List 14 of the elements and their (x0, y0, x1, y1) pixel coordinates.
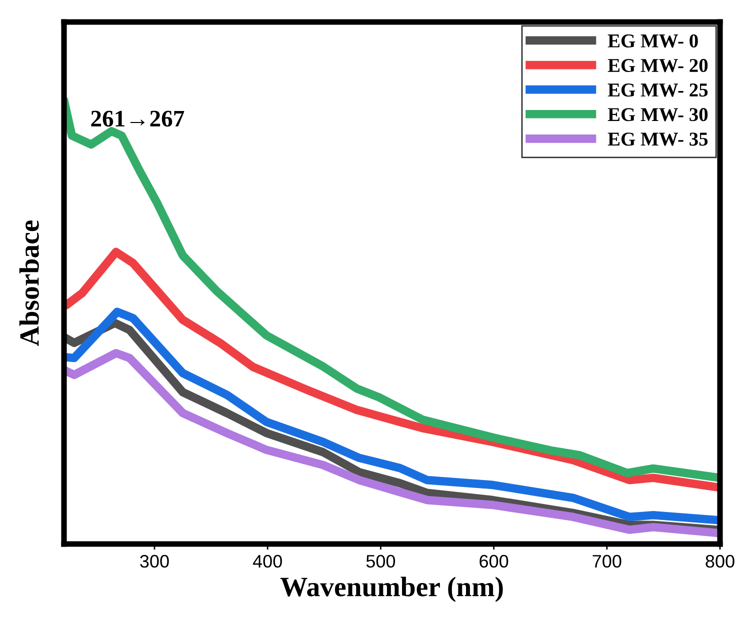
x-tick-label: 300 (140, 554, 169, 568)
legend-label: EG MW- 30 (608, 108, 708, 122)
x-axis-title: Wavenumber (nm) (280, 576, 503, 602)
x-tick-label: 600 (480, 554, 508, 568)
x-tick-label: 800 (706, 554, 734, 568)
legend-label: EG MW- 0 (608, 34, 698, 48)
legend-label: EG MW- 35 (608, 132, 708, 146)
legend-label: EG MW- 25 (608, 84, 708, 97)
x-tick-label: 500 (366, 554, 396, 568)
legend-label: EG MW- 20 (608, 58, 708, 72)
annotation: 261→267 (91, 110, 184, 127)
x-tick-label: 700 (592, 554, 622, 568)
x-tick-label: 400 (252, 554, 282, 568)
y-axis-title: Absorbace (19, 220, 39, 346)
